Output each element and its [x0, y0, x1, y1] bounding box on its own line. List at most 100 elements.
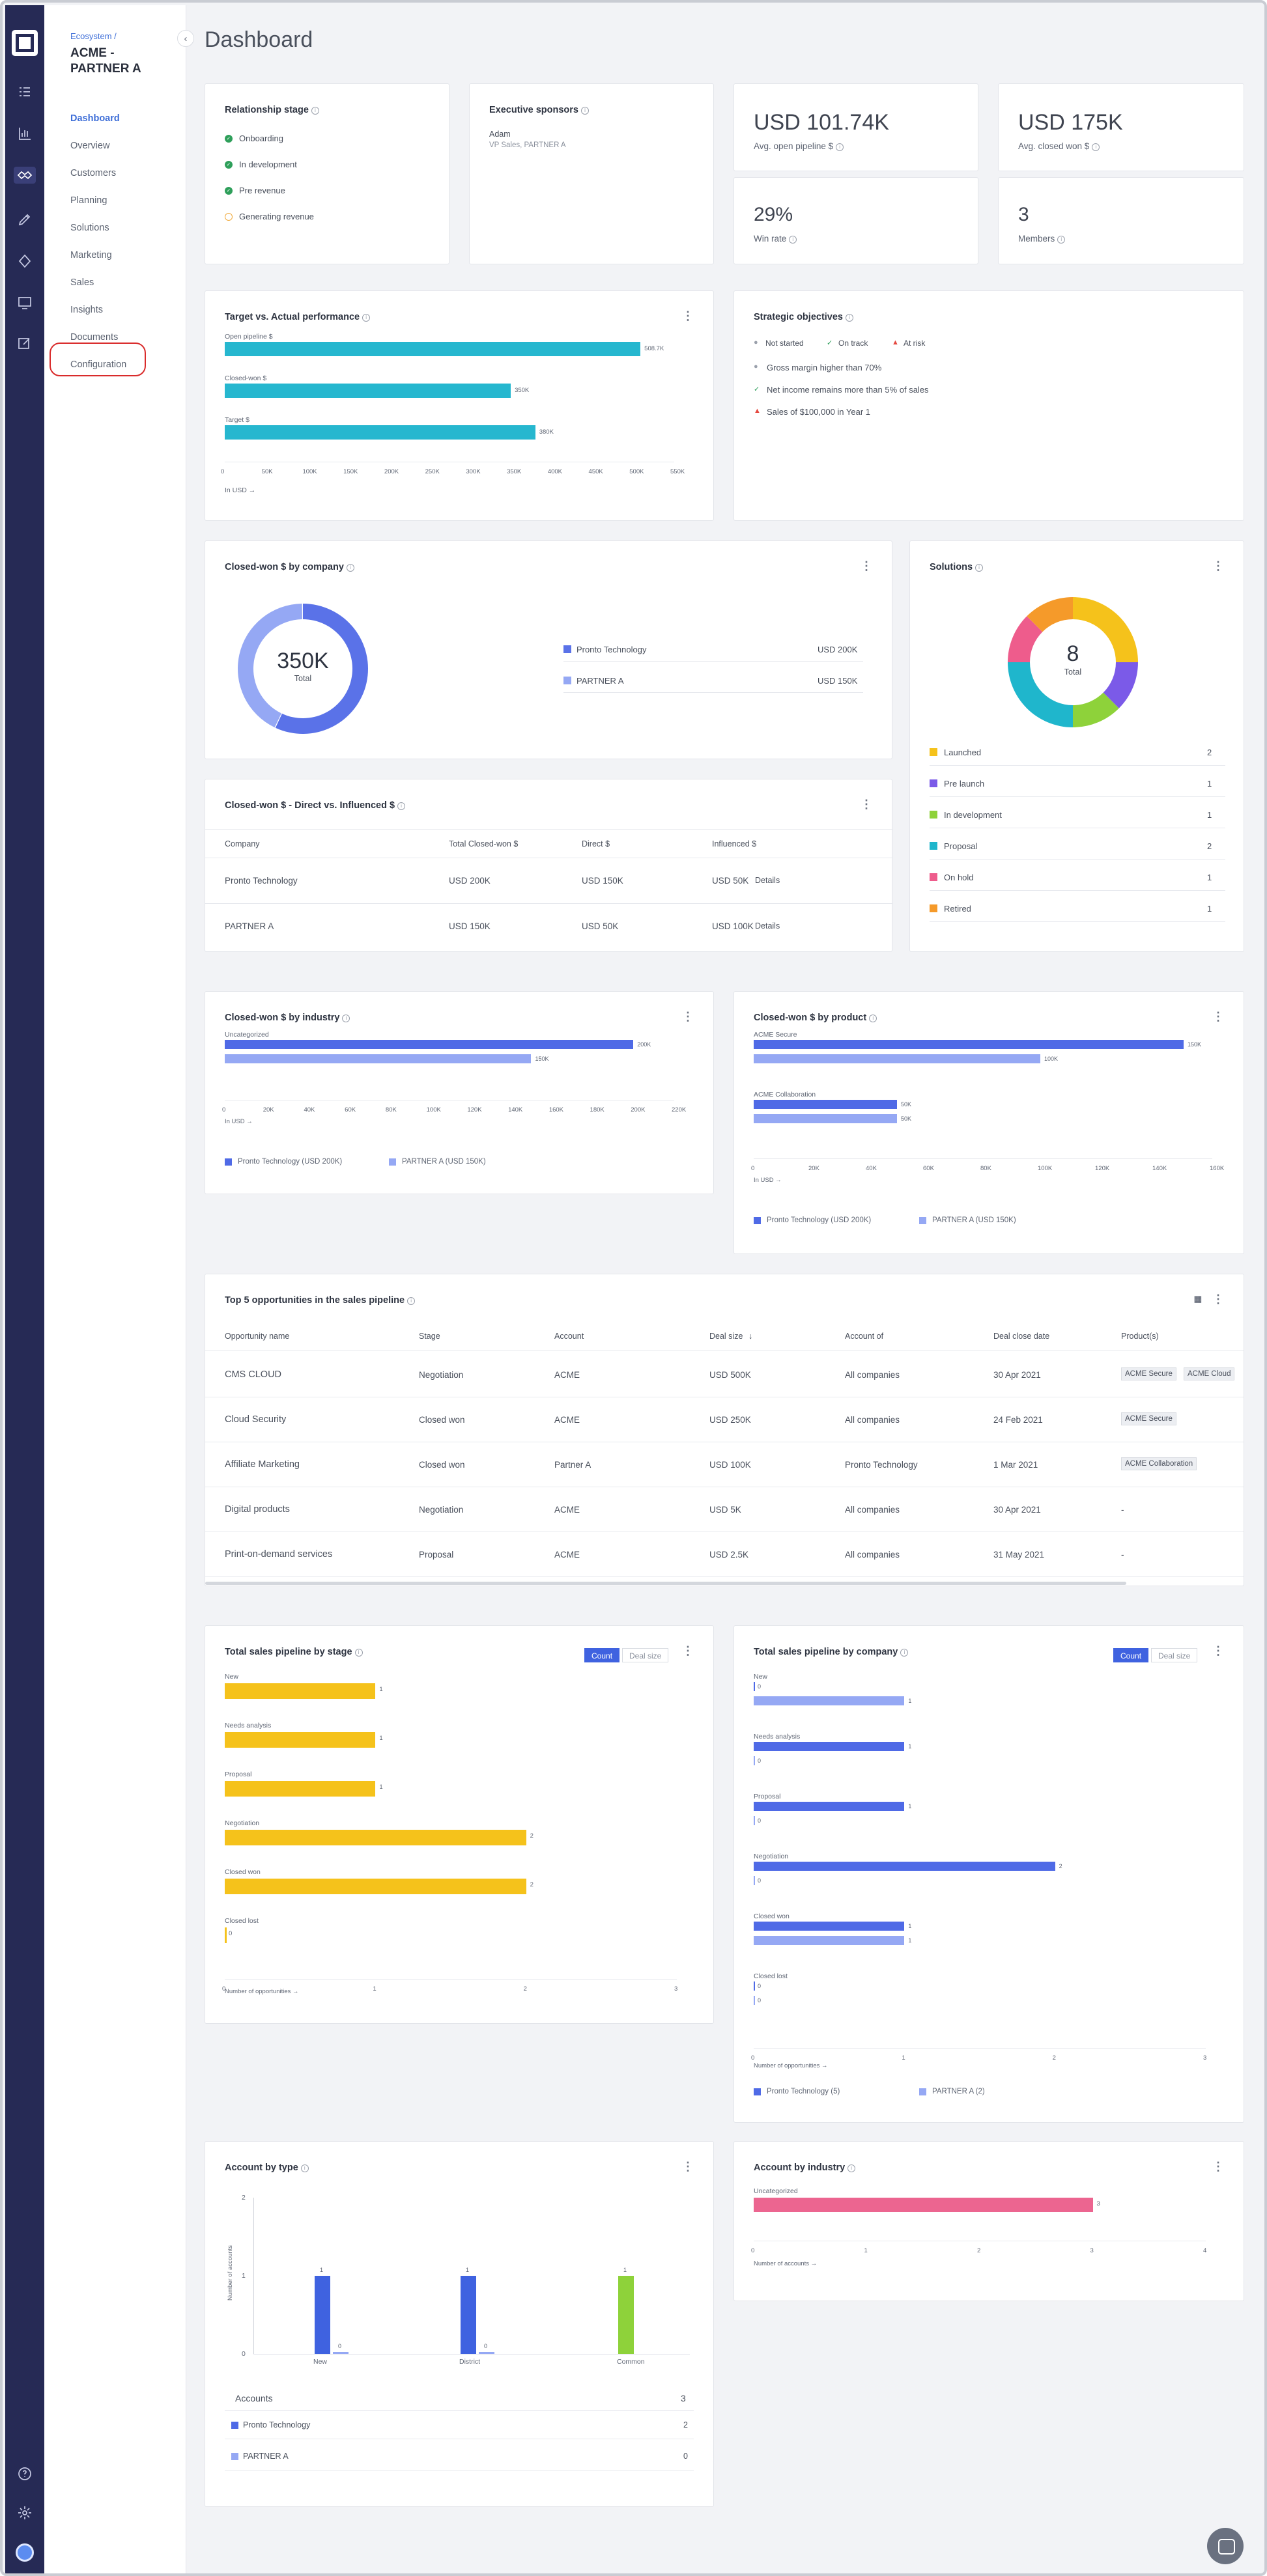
- nav-item-configuration[interactable]: Configuration: [70, 359, 127, 370]
- app-logo[interactable]: [12, 30, 38, 56]
- donut-segment-proposal[interactable]: [1008, 662, 1073, 727]
- donut-segment-pronto-technology[interactable]: [275, 604, 368, 734]
- more-menu-icon[interactable]: ⋮: [682, 2160, 694, 2173]
- bar[interactable]: [754, 1922, 905, 1931]
- bar[interactable]: [754, 1742, 905, 1751]
- badge-icon[interactable]: [16, 253, 33, 270]
- more-menu-icon[interactable]: ⋮: [682, 309, 694, 322]
- gear-icon[interactable]: [16, 2504, 33, 2521]
- toggle-count[interactable]: Count: [584, 1648, 620, 1662]
- objective-item[interactable]: Gross margin higher than 70%: [767, 363, 882, 372]
- bar[interactable]: [754, 1802, 905, 1811]
- opportunity-link[interactable]: Affiliate Marketing: [225, 1459, 300, 1470]
- bar[interactable]: [315, 2276, 330, 2354]
- more-menu-icon[interactable]: ⋮: [861, 798, 872, 811]
- bar[interactable]: [333, 2352, 349, 2354]
- bar-chart-icon[interactable]: [16, 125, 33, 142]
- bar[interactable]: [754, 1040, 1184, 1049]
- nav-item-planning[interactable]: Planning: [70, 195, 107, 206]
- more-menu-icon[interactable]: ⋮: [1212, 1010, 1224, 1023]
- objective-item[interactable]: Sales of $100,000 in Year 1: [767, 407, 871, 417]
- more-menu-icon[interactable]: ⋮: [1212, 2160, 1224, 2173]
- chat-widget-button[interactable]: [1207, 2528, 1244, 2564]
- objective-item[interactable]: Net income remains more than 5% of sales: [767, 385, 929, 395]
- sort-icon[interactable]: ↓: [748, 1332, 753, 1341]
- collapse-sidebar-button[interactable]: ‹: [177, 30, 194, 47]
- bar[interactable]: [754, 1100, 897, 1109]
- opportunity-link[interactable]: Digital products: [225, 1504, 290, 1515]
- nav-item-marketing[interactable]: Marketing: [70, 250, 112, 260]
- donut-segment-in-development[interactable]: [1073, 692, 1119, 727]
- more-menu-icon[interactable]: ⋮: [861, 559, 872, 572]
- bar[interactable]: [225, 425, 535, 440]
- bar-category-label: Proposal: [225, 1771, 252, 1778]
- nav-item-dashboard[interactable]: Dashboard: [70, 113, 120, 124]
- column-header[interactable]: Deal size: [709, 1332, 743, 1341]
- more-menu-icon[interactable]: ⋮: [682, 1010, 694, 1023]
- more-menu-icon[interactable]: ⋮: [1212, 1293, 1224, 1306]
- bar[interactable]: [754, 1696, 905, 1705]
- donut-segment-retired[interactable]: [1027, 597, 1073, 632]
- edit-icon[interactable]: [16, 335, 33, 352]
- bar[interactable]: [754, 1054, 1040, 1063]
- donut-segment-pre-launch[interactable]: [1103, 662, 1138, 708]
- monitor-icon[interactable]: [16, 294, 33, 311]
- donut-segment-partner-a[interactable]: [237, 604, 302, 728]
- bar[interactable]: [225, 1683, 376, 1699]
- help-icon[interactable]: [16, 2465, 33, 2482]
- bar[interactable]: [754, 1816, 755, 1825]
- bar[interactable]: [754, 1996, 755, 2005]
- more-menu-icon[interactable]: ⋮: [682, 1644, 694, 1657]
- nav-item-insights[interactable]: Insights: [70, 305, 103, 315]
- nav-item-solutions[interactable]: Solutions: [70, 223, 109, 233]
- bar[interactable]: [479, 2352, 494, 2354]
- bar[interactable]: [225, 342, 641, 356]
- horizontal-scrollbar[interactable]: [205, 1582, 1126, 1585]
- toggle-count[interactable]: Count: [1113, 1648, 1149, 1662]
- bar[interactable]: [754, 1876, 755, 1885]
- donut-segment-launched[interactable]: [1073, 597, 1138, 662]
- opportunity-link[interactable]: Print-on-demand services: [225, 1549, 333, 1560]
- bar-value-label: 50K: [901, 1101, 912, 1108]
- nav-item-customers[interactable]: Customers: [70, 168, 117, 178]
- bar[interactable]: [618, 2276, 634, 2354]
- bar[interactable]: [225, 1830, 526, 1845]
- list-icon[interactable]: [16, 83, 33, 100]
- bar-value-label: 2: [530, 1832, 534, 1840]
- bar[interactable]: [754, 1862, 1055, 1871]
- opportunity-link[interactable]: Cloud Security: [225, 1414, 287, 1425]
- more-menu-icon[interactable]: ⋮: [1212, 559, 1224, 572]
- nav-item-sales[interactable]: Sales: [70, 277, 94, 288]
- table-view-icon[interactable]: ▦: [1193, 1294, 1202, 1304]
- avatar[interactable]: [16, 2543, 34, 2562]
- legend-label: PARTNER A (USD 150K): [402, 1158, 486, 1166]
- nav-item-overview[interactable]: Overview: [70, 141, 110, 151]
- nav-item-documents[interactable]: Documents: [70, 332, 119, 343]
- sponsor-name[interactable]: Adam: [489, 130, 511, 139]
- bar[interactable]: [225, 1927, 227, 1943]
- more-menu-icon[interactable]: ⋮: [1212, 1644, 1224, 1657]
- toggle-deal-size[interactable]: Deal size: [1151, 1648, 1198, 1662]
- bar[interactable]: [225, 1040, 634, 1049]
- opportunity-link[interactable]: CMS CLOUD: [225, 1369, 282, 1380]
- bar[interactable]: [754, 1756, 755, 1765]
- handshake-icon[interactable]: [14, 167, 36, 184]
- bar[interactable]: [754, 2198, 1093, 2212]
- breadcrumb[interactable]: Ecosystem /: [70, 31, 117, 41]
- donut-segment-on-hold[interactable]: [1008, 616, 1043, 662]
- table-cell: USD 200K: [449, 876, 491, 886]
- bar[interactable]: [225, 1732, 376, 1748]
- bar[interactable]: [754, 1682, 755, 1691]
- bar[interactable]: [225, 1879, 526, 1894]
- bar[interactable]: [225, 384, 511, 398]
- bar[interactable]: [754, 1936, 905, 1945]
- details-link[interactable]: Details: [755, 876, 780, 885]
- bar[interactable]: [754, 1981, 755, 1991]
- toggle-deal-size[interactable]: Deal size: [622, 1648, 669, 1662]
- bar[interactable]: [461, 2276, 476, 2354]
- pen-icon[interactable]: [16, 211, 33, 228]
- bar[interactable]: [225, 1054, 532, 1063]
- details-link[interactable]: Details: [755, 921, 780, 931]
- bar[interactable]: [225, 1781, 376, 1797]
- bar[interactable]: [754, 1114, 897, 1123]
